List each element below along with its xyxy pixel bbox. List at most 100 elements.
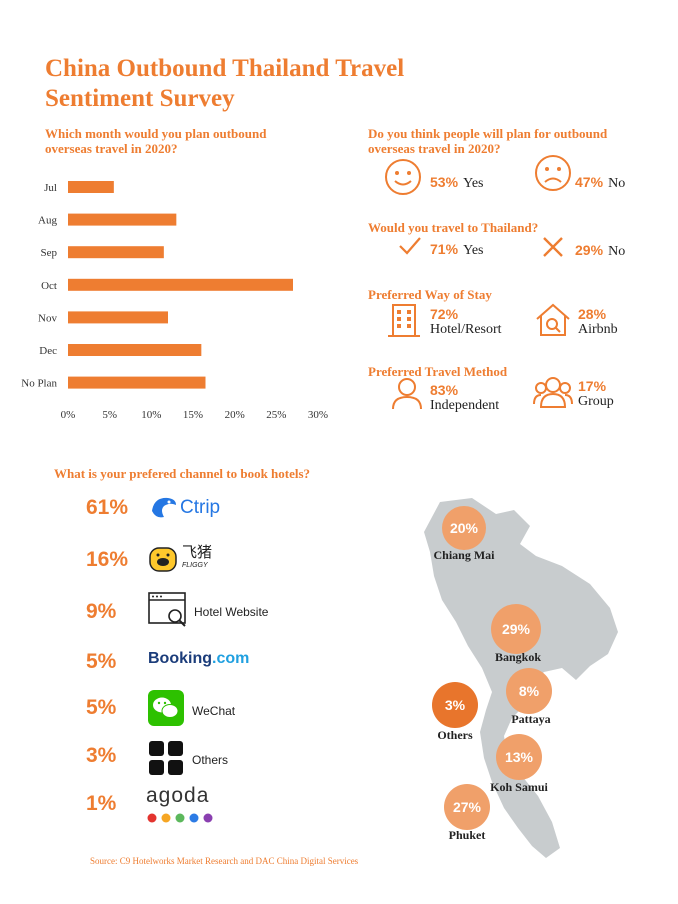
plan-yes-label: Yes <box>463 176 484 191</box>
y-tick-label: Dec <box>39 345 57 357</box>
fliggy-wordmark: 飞猪 <box>182 543 213 561</box>
ctrip-logo: Ctrip <box>148 492 220 524</box>
thailand-no-pct: 29% <box>575 242 604 258</box>
bar <box>68 181 114 193</box>
stay-airbnb-pct: 28% <box>578 306 607 322</box>
plan-yes-pct: 53% <box>430 174 459 190</box>
method-indep-pct: 83% <box>430 382 459 398</box>
booking-suffix: .com <box>212 650 250 667</box>
channel-label-hotel-website: Hotel Website <box>194 605 269 619</box>
city-bubble-bangkok: 29% <box>491 604 541 654</box>
frown-icon <box>535 155 571 191</box>
city-label-bangkok: Bangkok <box>494 650 542 664</box>
bar <box>68 376 206 389</box>
person-icon <box>392 378 422 410</box>
wechat-icon <box>148 690 184 726</box>
bar <box>68 311 168 324</box>
city-bubble-pattaya: 8% <box>506 668 552 714</box>
method-group-label: Group <box>578 394 614 409</box>
month-bar-chart: Jul Aug Sep Oct Nov Dec No Plan 0% 5% 10% 15% 20% 25… <box>0 170 340 430</box>
plan-no: 47% No <box>575 172 625 192</box>
method-group-pct: 17% <box>578 378 607 394</box>
plan-no-pct: 47% <box>575 174 604 190</box>
ctrip-dolphin-icon <box>152 497 176 518</box>
bar <box>68 278 293 291</box>
hotel-building-icon <box>388 304 420 337</box>
smile-icon <box>385 159 421 195</box>
source-note: Source: C9 Hotelworks Market Research an… <box>90 856 359 866</box>
bar <box>68 213 177 226</box>
city-label-others: Others <box>437 728 473 742</box>
channel-label-wechat: WeChat <box>192 704 236 718</box>
channel-label-others: Others <box>192 753 229 767</box>
home-icon <box>536 303 570 336</box>
ctrip-wordmark: Ctrip <box>180 497 221 518</box>
stay-hotel-label: Hotel/Resort <box>430 322 502 337</box>
city-label-pattaya: Pattaya <box>511 712 551 726</box>
channel-pct: 3% <box>86 744 117 767</box>
stay-airbnb: 28% Airbnb <box>578 306 618 338</box>
city-bubble-others: 3% <box>432 682 478 728</box>
agoda-dots-icon <box>147 813 213 823</box>
y-tick-label: Oct <box>41 280 57 292</box>
booking-logo: Booking.com <box>148 650 249 668</box>
booking-wordmark: Booking <box>148 650 212 667</box>
city-label-phuket: Phuket <box>448 828 486 842</box>
channel-pct: 5% <box>86 696 117 719</box>
channel-pct: 16% <box>86 548 129 571</box>
browser-search-icon <box>148 592 186 627</box>
stay-hotel: 72% Hotel/Resort <box>430 306 502 338</box>
y-tick-label: Jul <box>44 182 57 194</box>
thailand-yes-pct: 71% <box>430 241 459 257</box>
bar-chart-svg: Jul Aug Sep Oct Nov Dec No Plan 0% 5% 10% 15% 20% 25… <box>21 181 328 421</box>
x-tick-label: 10% <box>141 409 161 421</box>
stay-airbnb-label: Airbnb <box>578 322 618 337</box>
y-tick-label: Sep <box>41 247 58 259</box>
cross-icon <box>543 237 563 257</box>
booking-question: What is your prefered channel to book ho… <box>54 466 311 481</box>
thailand-no-label: No <box>608 244 626 259</box>
channel-pct: 5% <box>86 650 117 673</box>
stay-hotel-pct: 72% <box>430 306 459 322</box>
x-tick-label: 30% <box>308 409 328 421</box>
method-question: Preferred Travel Method <box>368 364 508 379</box>
thailand-question: Would you travel to Thailand? <box>368 220 539 235</box>
channel-pct: 61% <box>86 496 129 519</box>
fliggy-pig-icon <box>149 547 177 572</box>
method-indep-label: Independent <box>430 398 500 413</box>
fliggy-logo: 飞猪 FLIGGY <box>148 542 212 576</box>
city-bubble-koh-samui: 13% <box>496 734 542 780</box>
channel-pct: 9% <box>86 600 117 623</box>
fliggy-sub: FLIGGY <box>182 562 208 569</box>
month-question: Which month would you plan outbound over… <box>45 126 267 156</box>
x-tick-label: 25% <box>266 409 286 421</box>
plan-yes: 53% Yes <box>430 172 484 192</box>
grid-icon <box>149 741 183 775</box>
bar <box>68 344 202 356</box>
stay-question: Preferred Way of Stay <box>368 287 492 302</box>
bar <box>68 246 164 259</box>
channel-pct: 1% <box>86 792 117 815</box>
city-label-chiang-mai: Chiang Mai <box>433 548 495 562</box>
x-tick-label: 15% <box>183 409 203 421</box>
y-tick-label: No Plan <box>21 378 57 390</box>
thailand-yes: 71% Yes <box>430 239 484 259</box>
city-bubble-phuket: 27% <box>444 784 490 830</box>
x-tick-label: 5% <box>102 409 117 421</box>
thailand-no: 29% No <box>575 240 625 260</box>
city-bubble-chiang-mai: 20% <box>442 506 486 550</box>
check-icon <box>399 237 421 255</box>
group-icon <box>533 377 573 408</box>
method-independent: 83% Independent <box>430 382 499 414</box>
plan-question: Do you think people will plan for outbou… <box>368 126 608 156</box>
page-title: China Outbound Thailand Travel Sentiment… <box>45 55 405 112</box>
agoda-logo: agoda <box>146 784 226 827</box>
y-tick-label: Nov <box>38 312 57 324</box>
agoda-wordmark: agoda <box>146 784 210 807</box>
x-tick-label: 0% <box>61 409 76 421</box>
x-tick-label: 20% <box>225 409 245 421</box>
thailand-yes-label: Yes <box>463 243 484 258</box>
method-group: 17% Group <box>578 378 614 410</box>
city-label-koh-samui: Koh Samui <box>490 780 548 794</box>
plan-no-label: No <box>608 176 626 191</box>
